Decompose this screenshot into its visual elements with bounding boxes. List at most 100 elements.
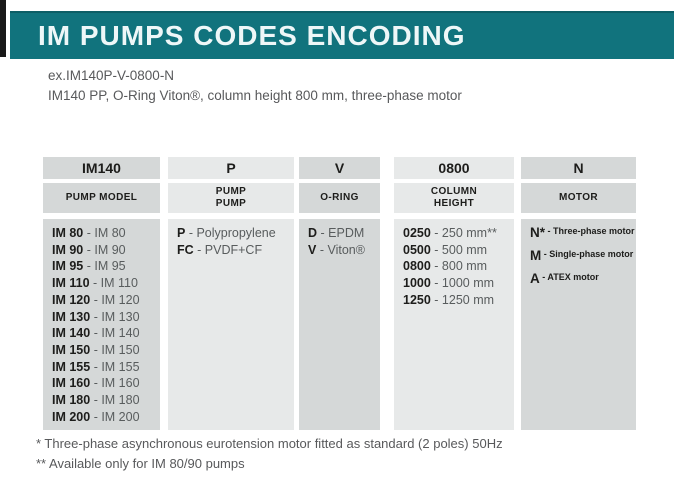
- code-entry: FC - PVDF+CF: [177, 242, 291, 259]
- example-block: ex.IM140P-V-0800-N IM140 PP, O-Ring Vito…: [48, 66, 462, 106]
- code-entry: M - Single-phase motor: [530, 248, 633, 265]
- entry-separator: -: [90, 326, 102, 341]
- code-entry: IM 200 - IM 200: [52, 409, 157, 426]
- column-header-line1: COLUMN: [430, 186, 478, 197]
- column-entries: 0250 - 250 mm** 0500 - 500 mm 0800 - 800 m…: [394, 219, 514, 430]
- entry-code: A: [530, 271, 540, 286]
- entry-separator: -: [545, 226, 554, 236]
- entry-code: 1250: [403, 292, 431, 307]
- code-entry: IM 130 - IM 130: [52, 309, 157, 326]
- entry-separator: -: [317, 226, 329, 240]
- code-entry: IM 110 - IM 110: [52, 275, 157, 292]
- entry-separator: -: [90, 409, 102, 424]
- column-code: P: [168, 157, 294, 179]
- entry-separator: -: [539, 272, 548, 282]
- column-header: MOTOR: [521, 183, 636, 213]
- footnote-double-asterisk: ** Available only for IM 80/90 pumps: [36, 455, 245, 471]
- entry-value: 800 mm: [441, 259, 488, 274]
- code-entry: V - Viton®: [308, 242, 377, 259]
- entry-value: 1000 mm: [441, 276, 495, 291]
- entry-value: PVDF+CF: [204, 242, 263, 257]
- entry-code: IM 155: [52, 359, 91, 374]
- column-header: COLUMN HEIGHT: [394, 183, 514, 213]
- entry-separator: -: [90, 309, 102, 324]
- entry-separator: -: [83, 242, 95, 257]
- entry-code: N*: [530, 225, 546, 240]
- column-entries: IM 80 - IM 80 IM 90 - IM 90 IM 95 - IM 95 I…: [43, 219, 160, 430]
- entry-separator: -: [430, 292, 442, 307]
- entry-separator: -: [541, 249, 550, 259]
- entry-value: 250 mm**: [441, 226, 497, 240]
- column-entries: D - EPDM V - Viton®: [299, 219, 380, 430]
- entry-code: V: [308, 242, 317, 257]
- column-header: O-RING: [299, 183, 380, 213]
- entry-code: IM 180: [52, 393, 91, 408]
- entry-value: IM 80: [94, 226, 126, 240]
- entry-value: Polypropylene: [196, 226, 276, 240]
- column-code: IM140: [43, 157, 160, 179]
- entry-value: 500 mm: [441, 242, 488, 257]
- entry-separator: -: [430, 276, 442, 291]
- code-entry: IM 95 - IM 95: [52, 258, 157, 275]
- example-description: IM140 PP, O-Ring Viton®, column height 8…: [48, 88, 462, 103]
- entry-code: 0250: [403, 226, 431, 240]
- entry-value: 1250 mm: [441, 292, 495, 307]
- entry-separator: -: [90, 359, 102, 374]
- entry-separator: -: [90, 342, 102, 357]
- code-entry: A - ATEX motor: [530, 271, 633, 288]
- column-header: PUMP MODEL: [43, 183, 160, 213]
- entry-separator: -: [90, 292, 102, 307]
- code-entry: IM 90 - IM 90: [52, 242, 157, 259]
- entry-value: IM 95: [94, 259, 126, 274]
- table-column-motor: N MOTOR N* - Three-phase motor M - Single…: [521, 157, 636, 430]
- entry-code: P: [177, 226, 186, 240]
- column-code: V: [299, 157, 380, 179]
- entry-code: FC: [177, 242, 194, 257]
- column-header-line2: PUMP: [215, 198, 247, 209]
- title-banner: IM PUMPS CODES ENCODING: [10, 11, 674, 59]
- entry-value: Single-phase motor: [549, 249, 634, 259]
- column-entries: P - Polypropylene FC - PVDF+CF: [168, 219, 294, 430]
- entry-value: EPDM: [328, 226, 365, 240]
- code-entry: P - Polypropylene: [177, 225, 291, 242]
- code-entry: IM 180 - IM 180: [52, 392, 157, 409]
- entry-code: M: [530, 248, 542, 263]
- entry-separator: -: [185, 226, 197, 240]
- entry-value: IM 140: [101, 326, 140, 341]
- code-entry: 0800 - 800 mm: [403, 258, 511, 275]
- entry-value: IM 120: [101, 292, 140, 307]
- code-entry: IM 80 - IM 80: [52, 225, 157, 242]
- example-code: ex.IM140P-V-0800-N: [48, 68, 175, 83]
- entry-code: IM 200: [52, 409, 91, 424]
- code-entry: IM 155 - IM 155: [52, 359, 157, 376]
- entry-value: IM 180: [101, 393, 140, 408]
- code-entry: D - EPDM: [308, 225, 377, 242]
- code-entry: 1250 - 1250 mm: [403, 292, 511, 309]
- column-code: N: [521, 157, 636, 179]
- code-entry: 1000 - 1000 mm: [403, 275, 511, 292]
- footnote-single-asterisk: * Three-phase asynchronous eurotension m…: [36, 436, 503, 451]
- table-column-pump-material: P PUMP PUMP P - Polypropylene FC - PVDF+C…: [168, 157, 294, 430]
- entry-separator: -: [430, 226, 442, 240]
- entry-separator: -: [430, 259, 442, 274]
- entry-separator: -: [83, 259, 95, 274]
- code-entry: 0250 - 250 mm**: [403, 225, 511, 242]
- column-code: 0800: [394, 157, 514, 179]
- entry-value: IM 150: [101, 342, 140, 357]
- code-entry: IM 120 - IM 120: [52, 292, 157, 309]
- entry-value: IM 200: [101, 409, 140, 424]
- page-edge-scan-artifact: [0, 0, 6, 57]
- entry-separator: -: [316, 242, 328, 257]
- entry-code: IM 90: [52, 242, 84, 257]
- entry-value: ATEX motor: [547, 272, 599, 282]
- entry-code: IM 110: [52, 276, 90, 291]
- table-column-pump-model: IM140 PUMP MODEL IM 80 - IM 80 IM 90 - IM…: [43, 157, 160, 430]
- footnotes: * Three-phase asynchronous eurotension m…: [36, 434, 503, 473]
- column-header-line1: PUMP MODEL: [65, 192, 138, 203]
- entry-separator: -: [430, 242, 442, 257]
- column-header-line1: O-RING: [320, 192, 359, 203]
- entry-value: IM 160: [101, 376, 140, 391]
- entry-code: 1000: [403, 276, 431, 291]
- entry-value: IM 90: [94, 242, 126, 257]
